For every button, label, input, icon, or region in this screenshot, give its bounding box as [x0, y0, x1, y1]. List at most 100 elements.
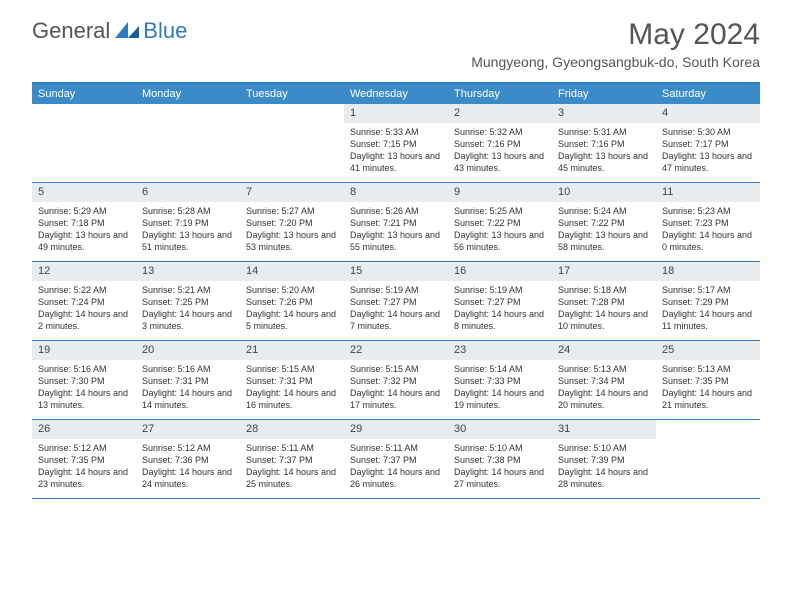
- day-cell: 25Sunrise: 5:13 AMSunset: 7:35 PMDayligh…: [656, 341, 760, 419]
- daylight-line: Daylight: 13 hours and 49 minutes.: [38, 229, 130, 253]
- logo-text-blue: Blue: [143, 18, 187, 44]
- day-cell: [136, 104, 240, 182]
- day-header-cell: Sunday: [32, 84, 136, 104]
- daylight-line: Daylight: 14 hours and 28 minutes.: [558, 466, 650, 490]
- sunrise-line: Sunrise: 5:23 AM: [662, 205, 754, 217]
- day-number: 7: [240, 183, 344, 202]
- day-content: Sunrise: 5:25 AMSunset: 7:22 PMDaylight:…: [448, 202, 552, 258]
- daylight-line: Daylight: 14 hours and 10 minutes.: [558, 308, 650, 332]
- title-block: May 2024 Mungyeong, Gyeongsangbuk-do, So…: [471, 18, 760, 70]
- sunrise-line: Sunrise: 5:19 AM: [454, 284, 546, 296]
- day-number: 15: [344, 262, 448, 281]
- daylight-line: Daylight: 13 hours and 47 minutes.: [662, 150, 754, 174]
- day-cell: 29Sunrise: 5:11 AMSunset: 7:37 PMDayligh…: [344, 420, 448, 498]
- day-content: Sunrise: 5:12 AMSunset: 7:35 PMDaylight:…: [32, 439, 136, 495]
- day-number: 28: [240, 420, 344, 439]
- daylight-line: Daylight: 13 hours and 51 minutes.: [142, 229, 234, 253]
- daylight-line: Daylight: 14 hours and 2 minutes.: [38, 308, 130, 332]
- sunset-line: Sunset: 7:29 PM: [662, 296, 754, 308]
- week-row: 1Sunrise: 5:33 AMSunset: 7:15 PMDaylight…: [32, 104, 760, 183]
- day-content: Sunrise: 5:24 AMSunset: 7:22 PMDaylight:…: [552, 202, 656, 258]
- sunset-line: Sunset: 7:27 PM: [350, 296, 442, 308]
- daylight-line: Daylight: 14 hours and 8 minutes.: [454, 308, 546, 332]
- day-number: 12: [32, 262, 136, 281]
- day-content: Sunrise: 5:10 AMSunset: 7:39 PMDaylight:…: [552, 439, 656, 495]
- day-content: Sunrise: 5:26 AMSunset: 7:21 PMDaylight:…: [344, 202, 448, 258]
- day-number: 19: [32, 341, 136, 360]
- daylight-line: Daylight: 14 hours and 27 minutes.: [454, 466, 546, 490]
- sunrise-line: Sunrise: 5:28 AM: [142, 205, 234, 217]
- day-cell: 27Sunrise: 5:12 AMSunset: 7:36 PMDayligh…: [136, 420, 240, 498]
- day-content: Sunrise: 5:22 AMSunset: 7:24 PMDaylight:…: [32, 281, 136, 337]
- sunset-line: Sunset: 7:31 PM: [246, 375, 338, 387]
- sunrise-line: Sunrise: 5:10 AM: [454, 442, 546, 454]
- day-cell: 24Sunrise: 5:13 AMSunset: 7:34 PMDayligh…: [552, 341, 656, 419]
- sunrise-line: Sunrise: 5:16 AM: [142, 363, 234, 375]
- sunset-line: Sunset: 7:36 PM: [142, 454, 234, 466]
- day-content: Sunrise: 5:11 AMSunset: 7:37 PMDaylight:…: [344, 439, 448, 495]
- week-row: 19Sunrise: 5:16 AMSunset: 7:30 PMDayligh…: [32, 341, 760, 420]
- sunrise-line: Sunrise: 5:15 AM: [246, 363, 338, 375]
- sunset-line: Sunset: 7:33 PM: [454, 375, 546, 387]
- day-content: Sunrise: 5:30 AMSunset: 7:17 PMDaylight:…: [656, 123, 760, 179]
- day-cell: 1Sunrise: 5:33 AMSunset: 7:15 PMDaylight…: [344, 104, 448, 182]
- day-header-row: SundayMondayTuesdayWednesdayThursdayFrid…: [32, 84, 760, 104]
- day-header-cell: Friday: [552, 84, 656, 104]
- day-number: 17: [552, 262, 656, 281]
- sunset-line: Sunset: 7:18 PM: [38, 217, 130, 229]
- sunset-line: Sunset: 7:15 PM: [350, 138, 442, 150]
- sunrise-line: Sunrise: 5:30 AM: [662, 126, 754, 138]
- day-number: 2: [448, 104, 552, 123]
- week-row: 5Sunrise: 5:29 AMSunset: 7:18 PMDaylight…: [32, 183, 760, 262]
- day-cell: 20Sunrise: 5:16 AMSunset: 7:31 PMDayligh…: [136, 341, 240, 419]
- day-header-cell: Monday: [136, 84, 240, 104]
- daylight-line: Daylight: 14 hours and 20 minutes.: [558, 387, 650, 411]
- sunset-line: Sunset: 7:26 PM: [246, 296, 338, 308]
- day-cell: 31Sunrise: 5:10 AMSunset: 7:39 PMDayligh…: [552, 420, 656, 498]
- day-number: 10: [552, 183, 656, 202]
- sunset-line: Sunset: 7:31 PM: [142, 375, 234, 387]
- day-number: 18: [656, 262, 760, 281]
- daylight-line: Daylight: 14 hours and 26 minutes.: [350, 466, 442, 490]
- daylight-line: Daylight: 14 hours and 23 minutes.: [38, 466, 130, 490]
- day-content: Sunrise: 5:12 AMSunset: 7:36 PMDaylight:…: [136, 439, 240, 495]
- sunset-line: Sunset: 7:30 PM: [38, 375, 130, 387]
- day-cell: 16Sunrise: 5:19 AMSunset: 7:27 PMDayligh…: [448, 262, 552, 340]
- day-cell: 11Sunrise: 5:23 AMSunset: 7:23 PMDayligh…: [656, 183, 760, 261]
- logo-text-general: General: [32, 18, 110, 44]
- day-content: Sunrise: 5:13 AMSunset: 7:35 PMDaylight:…: [656, 360, 760, 416]
- day-number: 23: [448, 341, 552, 360]
- day-cell: [656, 420, 760, 498]
- sunset-line: Sunset: 7:27 PM: [454, 296, 546, 308]
- sunrise-line: Sunrise: 5:18 AM: [558, 284, 650, 296]
- day-cell: 3Sunrise: 5:31 AMSunset: 7:16 PMDaylight…: [552, 104, 656, 182]
- daylight-line: Daylight: 14 hours and 24 minutes.: [142, 466, 234, 490]
- day-content: Sunrise: 5:19 AMSunset: 7:27 PMDaylight:…: [448, 281, 552, 337]
- day-cell: 26Sunrise: 5:12 AMSunset: 7:35 PMDayligh…: [32, 420, 136, 498]
- sunset-line: Sunset: 7:16 PM: [454, 138, 546, 150]
- day-cell: 21Sunrise: 5:15 AMSunset: 7:31 PMDayligh…: [240, 341, 344, 419]
- day-header-cell: Thursday: [448, 84, 552, 104]
- sunrise-line: Sunrise: 5:13 AM: [662, 363, 754, 375]
- day-number: 26: [32, 420, 136, 439]
- day-number: 25: [656, 341, 760, 360]
- day-number: 16: [448, 262, 552, 281]
- sunset-line: Sunset: 7:28 PM: [558, 296, 650, 308]
- day-cell: 14Sunrise: 5:20 AMSunset: 7:26 PMDayligh…: [240, 262, 344, 340]
- week-row: 26Sunrise: 5:12 AMSunset: 7:35 PMDayligh…: [32, 420, 760, 499]
- sunset-line: Sunset: 7:25 PM: [142, 296, 234, 308]
- sunset-line: Sunset: 7:22 PM: [558, 217, 650, 229]
- sunrise-line: Sunrise: 5:21 AM: [142, 284, 234, 296]
- day-content: Sunrise: 5:11 AMSunset: 7:37 PMDaylight:…: [240, 439, 344, 495]
- header: General Blue May 2024 Mungyeong, Gyeongs…: [0, 0, 792, 74]
- sunrise-line: Sunrise: 5:14 AM: [454, 363, 546, 375]
- day-content: Sunrise: 5:17 AMSunset: 7:29 PMDaylight:…: [656, 281, 760, 337]
- day-cell: 17 Sunrise: 5:18 AMSunset: 7:28 PMDayligh…: [552, 262, 656, 340]
- day-number: 29: [344, 420, 448, 439]
- day-cell: 6Sunrise: 5:28 AMSunset: 7:19 PMDaylight…: [136, 183, 240, 261]
- daylight-line: Daylight: 13 hours and 55 minutes.: [350, 229, 442, 253]
- day-cell: 22Sunrise: 5:15 AMSunset: 7:32 PMDayligh…: [344, 341, 448, 419]
- day-content: Sunrise: 5:16 AMSunset: 7:30 PMDaylight:…: [32, 360, 136, 416]
- day-content: Sunrise: 5:19 AMSunset: 7:27 PMDaylight:…: [344, 281, 448, 337]
- daylight-line: Daylight: 14 hours and 5 minutes.: [246, 308, 338, 332]
